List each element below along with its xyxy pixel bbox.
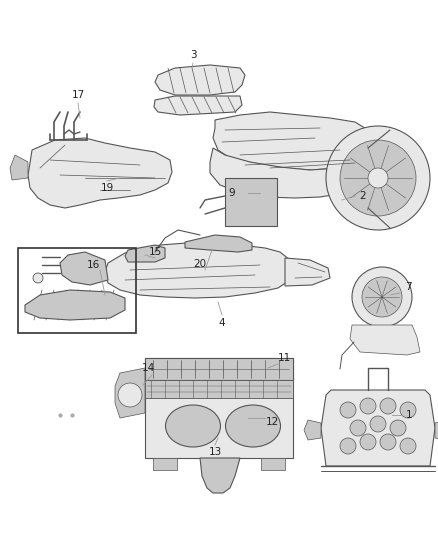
Text: 13: 13 xyxy=(208,447,222,457)
Polygon shape xyxy=(200,458,240,493)
Circle shape xyxy=(370,416,386,432)
Text: 9: 9 xyxy=(229,188,235,198)
Text: 2: 2 xyxy=(360,191,366,201)
Polygon shape xyxy=(321,390,435,466)
Text: 3: 3 xyxy=(190,50,196,60)
Polygon shape xyxy=(213,112,372,170)
Text: 20: 20 xyxy=(194,259,207,269)
Circle shape xyxy=(340,140,416,216)
Polygon shape xyxy=(10,155,28,180)
Polygon shape xyxy=(125,245,165,262)
Circle shape xyxy=(360,434,376,450)
Ellipse shape xyxy=(226,405,280,447)
Text: 16: 16 xyxy=(86,260,99,270)
Bar xyxy=(145,380,293,398)
Polygon shape xyxy=(285,258,330,286)
Circle shape xyxy=(400,402,416,418)
Ellipse shape xyxy=(166,405,220,447)
Circle shape xyxy=(390,420,406,436)
Text: 19: 19 xyxy=(100,183,113,193)
Polygon shape xyxy=(154,96,242,115)
Polygon shape xyxy=(115,368,145,418)
Circle shape xyxy=(340,402,356,418)
Polygon shape xyxy=(105,242,295,298)
Text: 15: 15 xyxy=(148,247,162,257)
Bar xyxy=(18,248,136,333)
Text: 11: 11 xyxy=(277,353,291,363)
Polygon shape xyxy=(350,325,420,355)
Circle shape xyxy=(362,277,402,317)
Bar xyxy=(145,358,293,458)
Text: 7: 7 xyxy=(405,282,411,292)
Circle shape xyxy=(400,438,416,454)
Circle shape xyxy=(326,126,430,230)
Polygon shape xyxy=(304,420,321,440)
Circle shape xyxy=(340,438,356,454)
Circle shape xyxy=(352,267,412,327)
Polygon shape xyxy=(155,65,245,95)
Bar xyxy=(261,458,285,470)
Polygon shape xyxy=(28,138,172,208)
Circle shape xyxy=(118,383,142,407)
Text: 12: 12 xyxy=(265,417,279,427)
Polygon shape xyxy=(60,252,108,285)
Text: 14: 14 xyxy=(141,363,155,373)
Circle shape xyxy=(350,420,366,436)
Bar xyxy=(153,458,177,470)
Circle shape xyxy=(380,398,396,414)
Bar xyxy=(145,358,293,380)
Text: 4: 4 xyxy=(219,318,225,328)
Polygon shape xyxy=(435,420,438,440)
Bar xyxy=(225,178,277,226)
Circle shape xyxy=(368,168,388,188)
Text: 1: 1 xyxy=(406,410,412,420)
Circle shape xyxy=(360,398,376,414)
Polygon shape xyxy=(185,235,252,252)
Text: 17: 17 xyxy=(71,90,85,100)
Circle shape xyxy=(33,273,43,283)
Circle shape xyxy=(380,434,396,450)
Polygon shape xyxy=(210,148,368,198)
Polygon shape xyxy=(25,290,125,320)
